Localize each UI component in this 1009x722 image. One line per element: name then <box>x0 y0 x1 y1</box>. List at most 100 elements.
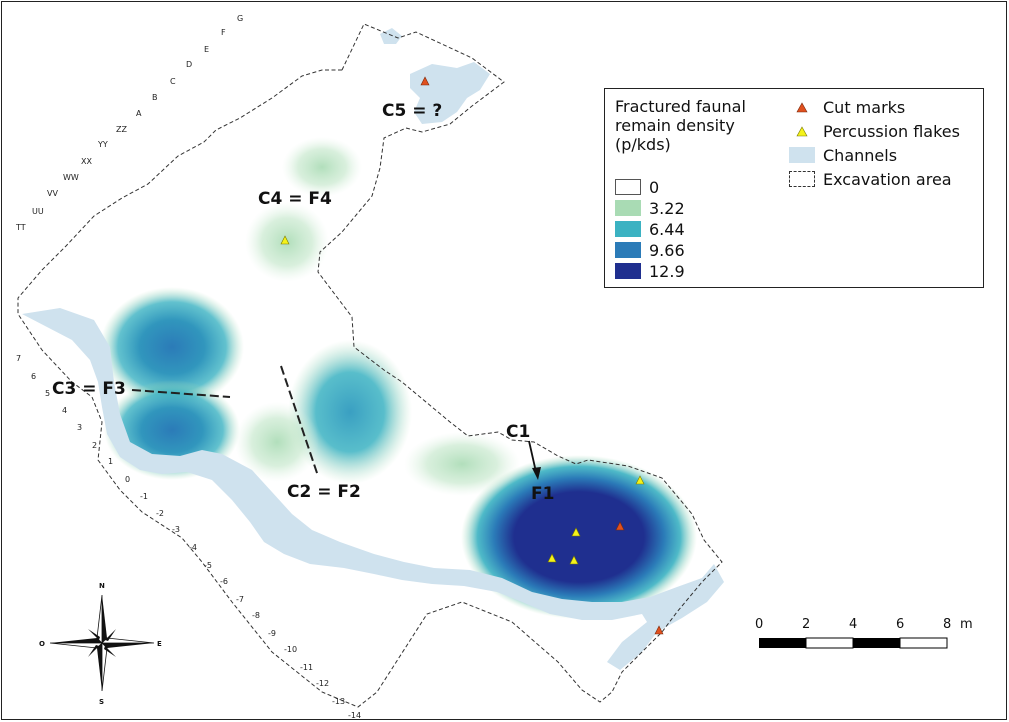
percussion-flake <box>280 235 290 245</box>
legend-symbol-row: Excavation area <box>789 169 952 189</box>
grid-letter: C <box>170 77 176 86</box>
legend-density-label: 0 <box>649 177 660 197</box>
excavation-area-outline <box>17 23 723 708</box>
grid-letter: XX <box>81 157 92 166</box>
grid-number: 2 <box>92 441 97 450</box>
grid-letter: VV <box>47 189 58 198</box>
grid-letter: ZZ <box>116 125 127 134</box>
grid-number: -4 <box>189 543 197 552</box>
legend-density-row: 9.66 <box>615 240 685 260</box>
grid-number: -5 <box>204 561 212 570</box>
cut-marks <box>420 76 664 635</box>
density-swatch-3 <box>615 242 641 258</box>
grid-number: 5 <box>45 389 50 398</box>
density-swatch-4 <box>615 263 641 279</box>
legend-density-row: 12.9 <box>615 261 685 281</box>
grid-number: -9 <box>268 629 276 638</box>
percussion-flake <box>547 553 557 563</box>
grid-number: -12 <box>316 679 329 688</box>
channels <box>22 28 724 670</box>
density-swatch-0 <box>615 179 641 195</box>
grid-letter: E <box>204 45 209 54</box>
dashed-outline-swatch <box>789 171 815 187</box>
cut-mark <box>420 76 430 86</box>
scale-bar: 0 2 4 6 8 m <box>755 617 973 649</box>
legend-symbol-label: Percussion flakes <box>823 121 960 141</box>
legend-symbol-row: Percussion flakes <box>789 121 960 141</box>
density-swatch-2 <box>615 221 641 237</box>
legend-title: Fractured faunal remain density (p/kds) <box>615 97 746 154</box>
scale-tick-label: 0 <box>755 617 763 632</box>
compass-east: E <box>157 640 162 648</box>
grid-number: 0 <box>125 475 130 484</box>
density-hotspot-c4-north <box>282 137 362 197</box>
c1-arrow-head <box>532 467 541 480</box>
legend-symbol-row: Cut marks <box>789 97 905 117</box>
density-hotspot-c1-link <box>404 432 520 496</box>
grid-letter: G <box>237 14 243 23</box>
scale-tick-label: 6 <box>896 617 904 632</box>
channel-north <box>410 62 490 124</box>
grid-letter: UU <box>32 207 44 216</box>
scale-tick-label: 8 <box>943 617 951 632</box>
percussion-flake <box>571 527 581 537</box>
legend-density-label: 6.44 <box>649 219 685 239</box>
density-swatch-1 <box>615 200 641 216</box>
grid-number: -3 <box>172 525 180 534</box>
legend-symbol-label: Channels <box>823 145 898 165</box>
cut-mark <box>615 521 625 531</box>
cluster-label-c1: C1 <box>506 422 530 442</box>
grid-number: -7 <box>236 595 244 604</box>
grid-number: -8 <box>252 611 260 620</box>
grid-letter: D <box>186 60 192 69</box>
cluster-label-c2: C2 = F2 <box>287 482 361 502</box>
legend: Fractured faunal remain density (p/kds) … <box>604 88 984 288</box>
grid-number: 6 <box>31 372 36 381</box>
grid-letter: WW <box>63 173 79 182</box>
channel-north-tip <box>380 28 402 44</box>
compass-west: O <box>39 640 45 648</box>
channel-swatch <box>789 147 815 163</box>
grid-number: -6 <box>220 577 228 586</box>
cut-mark <box>654 625 664 635</box>
legend-density-row: 6.44 <box>615 219 685 239</box>
channel-west <box>22 308 724 670</box>
compass-north: N <box>99 582 105 590</box>
grid-letter: TT <box>15 223 26 232</box>
grid-letter: A <box>136 109 142 118</box>
red-triangle-icon <box>789 99 815 115</box>
cluster-label-c3: C3 = F3 <box>52 379 126 399</box>
c3-boundary-line <box>131 389 231 398</box>
cluster-label-c5: C5 = ? <box>382 101 442 121</box>
cluster-label-c4: C4 = F4 <box>258 189 332 209</box>
grid-letter: B <box>152 93 158 102</box>
grid-number: 7 <box>16 354 21 363</box>
scale-tick-label: 4 <box>849 617 857 632</box>
grid-letter-labels: TT UU VV WW XX YY ZZ A B C D E F G <box>15 14 243 232</box>
grid-number: 1 <box>108 457 113 466</box>
compass-star <box>102 595 107 643</box>
c1-arrow-line <box>528 440 537 473</box>
legend-density-label: 12.9 <box>649 261 685 281</box>
legend-density-row: 3.22 <box>615 198 685 218</box>
legend-density-label: 3.22 <box>649 198 685 218</box>
grid-letter: F <box>221 28 226 37</box>
density-hotspot-f1 <box>461 455 697 619</box>
grid-letter: YY <box>97 140 108 149</box>
legend-symbol-row: Channels <box>789 145 897 165</box>
grid-number-labels: 7 6 5 4 3 2 1 0 -1 -2 -3 -4 -5 -6 -7 -8 … <box>16 354 361 720</box>
yellow-triangle-icon <box>789 123 815 139</box>
grid-number: -10 <box>284 645 297 654</box>
grid-number: -13 <box>332 697 345 706</box>
legend-density-label: 9.66 <box>649 240 685 260</box>
density-hotspot-c3-upper <box>100 287 244 407</box>
percussion-flake <box>635 475 645 485</box>
grid-number: -14 <box>348 711 361 720</box>
scale-unit-label: m <box>960 617 973 632</box>
compass-rose: N S E O <box>39 582 162 706</box>
grid-number: 4 <box>62 406 67 415</box>
cluster-label-f1: F1 <box>531 484 554 504</box>
scale-tick-label: 2 <box>802 617 810 632</box>
